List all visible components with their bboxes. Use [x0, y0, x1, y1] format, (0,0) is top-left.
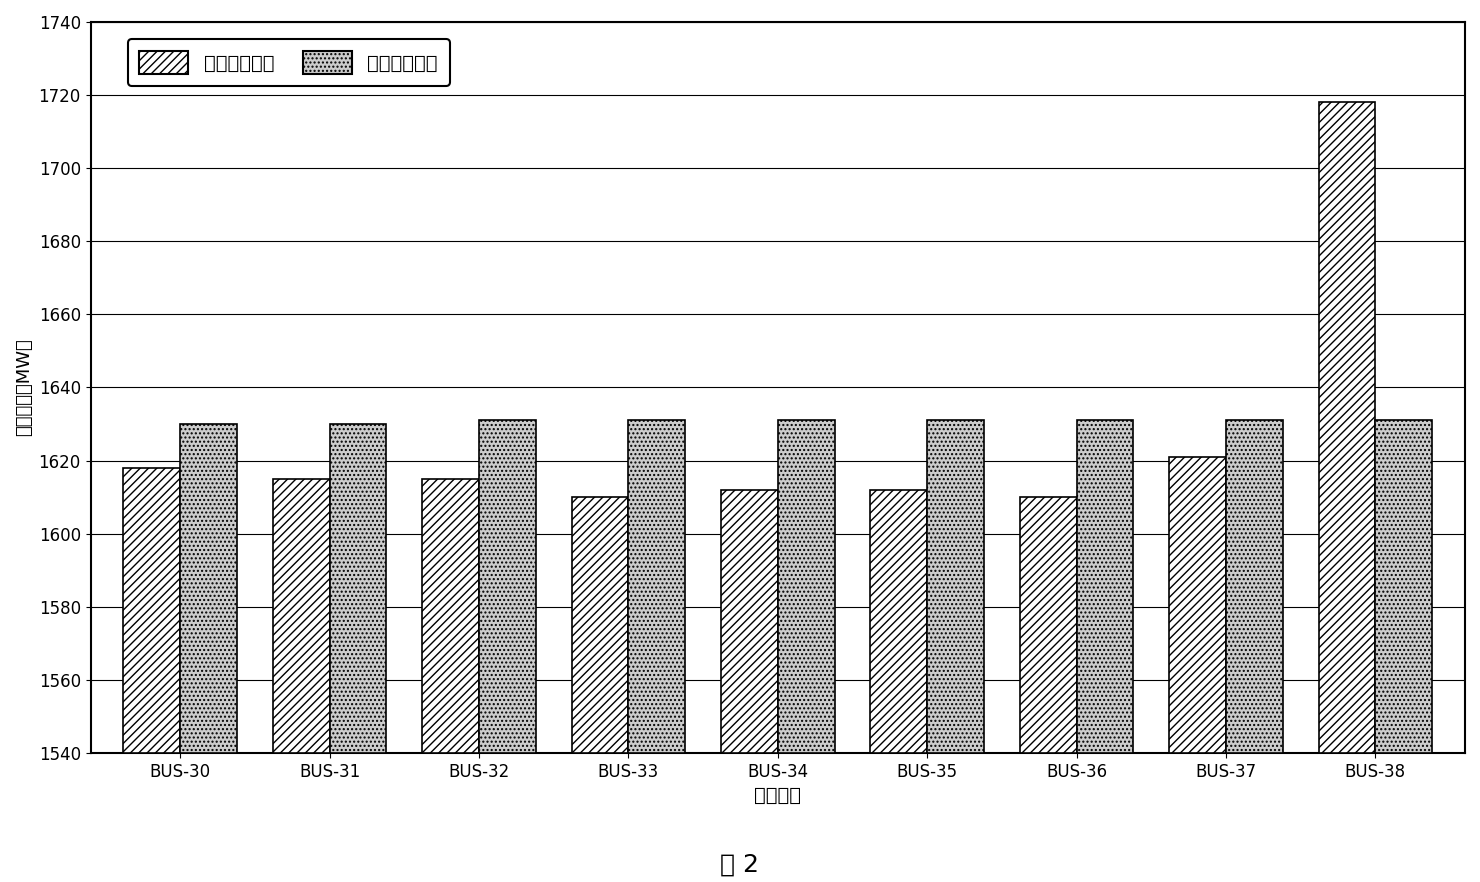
Bar [272, 479, 330, 753]
Bar [926, 421, 984, 753]
Bar [1319, 102, 1375, 753]
Bar [480, 421, 536, 753]
Bar [629, 421, 685, 753]
Bar [123, 467, 181, 753]
Bar [1169, 457, 1225, 753]
Bar [1076, 421, 1134, 753]
X-axis label: 平衡节点: 平衡节点 [755, 786, 801, 805]
Bar [422, 479, 480, 753]
Bar [1020, 497, 1076, 753]
Bar [1375, 421, 1433, 753]
Bar [571, 497, 629, 753]
Bar [778, 421, 835, 753]
Bar [870, 490, 926, 753]
Legend: 常规连续潮流, 动态连续潮流: 常规连续潮流, 动态连续潮流 [127, 39, 450, 86]
Bar [1225, 421, 1283, 753]
Text: 图 2: 图 2 [721, 852, 759, 877]
Bar [181, 424, 237, 753]
Bar [721, 490, 778, 753]
Y-axis label: 负荷裕度（MW）: 负荷裕度（MW） [15, 339, 33, 437]
Bar [330, 424, 386, 753]
